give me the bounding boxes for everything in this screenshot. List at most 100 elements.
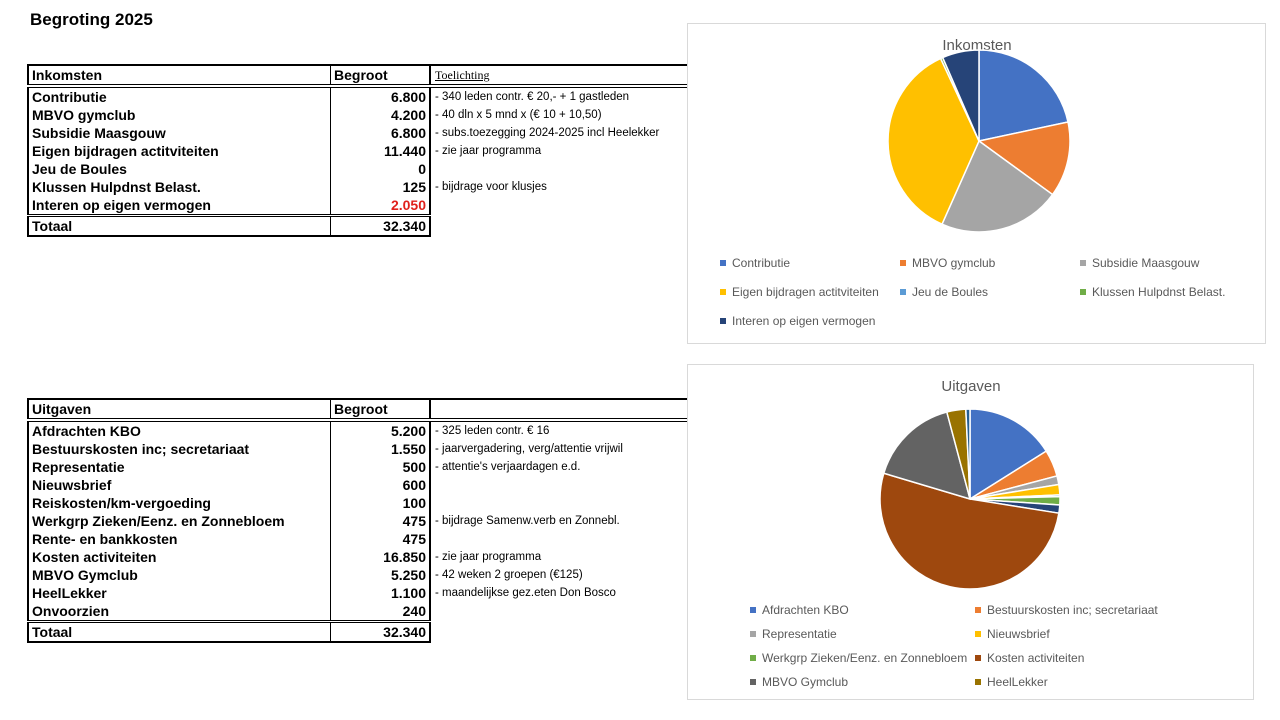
legend-label: Bestuurskosten inc; secretariaat	[987, 603, 1158, 617]
table-row: Representatie 500 - attentie's verjaardage…	[27, 458, 688, 476]
legend-label: MBVO Gymclub	[762, 675, 849, 689]
row-note	[430, 494, 688, 512]
row-label: Representatie	[27, 458, 331, 476]
legend-label: Jeu de Boules	[912, 285, 989, 299]
table-row: Interen op eigen vermogen 2.050	[27, 196, 688, 216]
legend-item: Jeu de Boules	[900, 285, 988, 299]
table-row: MBVO gymclub 4.200 - 40 dln x 5 mnd x (€ 1…	[27, 106, 688, 124]
row-label: Eigen bijdragen actitviteiten	[27, 142, 331, 160]
income-pie	[887, 49, 1071, 233]
row-label: Afdrachten KBO	[27, 420, 331, 440]
table-row: Nieuwsbrief 600	[27, 476, 688, 494]
legend-label: HeelLekker	[987, 675, 1048, 689]
row-note: - zie jaar programma	[435, 145, 542, 157]
pie-slice-onvoorzien	[965, 408, 971, 500]
legend-item: HeelLekker	[975, 675, 1048, 689]
row-note: - 40 dln x 5 mnd x (€ 10 + 10,50)	[435, 109, 602, 121]
row-note: - 42 weken 2 groepen (€125)	[435, 569, 583, 581]
legend-item: Interen op eigen vermogen	[720, 314, 875, 328]
table-row: Bestuurskosten inc; secretariaat 1.550 - j…	[27, 440, 688, 458]
legend-item: Nieuwsbrief	[975, 627, 1050, 641]
row-value: 240	[330, 602, 431, 622]
row-value: 125	[330, 178, 431, 196]
row-label: Reiskosten/km-vergoeding	[27, 494, 331, 512]
row-note	[430, 530, 688, 548]
row-label: Interen op eigen vermogen	[27, 196, 331, 216]
row-label: Rente- en bankkosten	[27, 530, 331, 548]
row-value: 100	[330, 494, 431, 512]
table-row: Contributie 6.800 - 340 leden contr. € 20,…	[27, 86, 688, 106]
row-label: Contributie	[27, 86, 331, 106]
legend-label: Eigen bijdragen actitviteiten	[732, 285, 879, 299]
legend-swatch	[975, 654, 981, 661]
row-value: 500	[330, 458, 431, 476]
pie-slice-interen-op-eigen-vermogen	[941, 49, 980, 142]
expenses-chart: Uitgaven Afdrachten KBO Bestuurskosten in…	[687, 364, 1254, 700]
expenses-chart-title: Uitgaven	[941, 378, 1000, 395]
row-value: 16.850	[330, 548, 431, 566]
legend-swatch	[975, 606, 981, 613]
legend-label: Kosten activiteiten	[987, 651, 1085, 665]
row-label: Werkgrp Zieken/Eenz. en Zonnebloem	[27, 512, 331, 530]
table-row: Klussen Hulpdnst Belast. 125 - bijdrage vo…	[27, 178, 688, 196]
row-note: - jaarvergadering, verg/attentie vrijwil	[435, 443, 623, 455]
expenses-header-value: Begroot	[330, 398, 431, 422]
legend-swatch	[750, 654, 756, 661]
total-value: 32.340	[330, 620, 431, 643]
expenses-pie	[879, 408, 1061, 590]
income-chart: Inkomsten Contributie MBVO gymclub Subsidi…	[687, 23, 1266, 344]
row-note: - bijdrage voor klusjes	[435, 181, 547, 193]
table-row: Kosten activiteiten 16.850 - zie jaar prog…	[27, 548, 688, 566]
legend-item: MBVO Gymclub	[750, 675, 848, 689]
legend-label: Representatie	[762, 627, 837, 641]
row-label: Subsidie Maasgouw	[27, 124, 331, 142]
expenses-total-row: Totaal 32.340	[27, 620, 688, 643]
legend-item: Werkgrp Zieken/Eenz. en Zonnebloem	[750, 651, 967, 665]
row-label: Klussen Hulpdnst Belast.	[27, 178, 331, 196]
row-note	[430, 602, 688, 622]
legend-item: Representatie	[750, 627, 837, 641]
income-header-note: Toelichting	[430, 64, 688, 88]
row-value: 600	[330, 476, 431, 494]
legend-item: Kosten activiteiten	[975, 651, 1084, 665]
legend-item: Subsidie Maasgouw	[1080, 256, 1199, 270]
income-header-row: Inkomsten Begroot Toelichting	[27, 64, 688, 88]
legend-label: Contributie	[732, 256, 791, 270]
row-value: 4.200	[330, 106, 431, 124]
row-note: - maandelijkse gez.eten Don Bosco	[435, 587, 616, 599]
table-row: MBVO Gymclub 5.250 - 42 weken 2 groepen (€…	[27, 566, 688, 584]
legend-swatch	[900, 259, 906, 266]
legend-label: Afdrachten KBO	[762, 603, 849, 617]
legend-swatch	[720, 288, 726, 295]
table-row: Reiskosten/km-vergoeding 100	[27, 494, 688, 512]
row-note: - zie jaar programma	[435, 551, 542, 563]
legend-item: Bestuurskosten inc; secretariaat	[975, 603, 1158, 617]
pie-slice-kosten-activiteiten	[879, 472, 1060, 590]
row-note: - 340 leden contr. € 20,- + 1 gastleden	[435, 91, 630, 103]
row-label: Jeu de Boules	[27, 160, 331, 178]
expenses-header-label: Uitgaven	[27, 398, 331, 422]
pie-slice-eigen-bijdragen-actitviteiten	[887, 57, 980, 226]
legend-label: Nieuwsbrief	[987, 627, 1050, 641]
legend-swatch	[975, 678, 981, 685]
income-table: Inkomsten Begroot Toelichting Contributi…	[27, 64, 688, 237]
income-total-row: Totaal 32.340	[27, 214, 688, 237]
row-note	[430, 160, 688, 178]
table-row: Rente- en bankkosten 475	[27, 530, 688, 548]
row-value: 475	[330, 512, 431, 530]
legend-swatch	[750, 630, 756, 637]
row-label: MBVO gymclub	[27, 106, 331, 124]
legend-item: Contributie	[720, 256, 790, 270]
row-note	[430, 196, 688, 216]
legend-item: Klussen Hulpdnst Belast.	[1080, 285, 1225, 299]
pie-slice-afdrachten-kbo	[969, 408, 1048, 501]
pie-slice-mbvo-gymclub	[977, 121, 1071, 196]
row-label: Bestuurskosten inc; secretariaat	[27, 440, 331, 458]
expenses-header-row: Uitgaven Begroot	[27, 398, 688, 422]
pie-slice-mbvo-gymclub	[882, 411, 972, 501]
total-value: 32.340	[330, 214, 431, 237]
legend-label: Subsidie Maasgouw	[1092, 256, 1200, 270]
legend-label: MBVO gymclub	[912, 256, 996, 270]
row-label: MBVO Gymclub	[27, 566, 331, 584]
table-row: Eigen bijdragen actitviteiten 11.440 - zie…	[27, 142, 688, 160]
